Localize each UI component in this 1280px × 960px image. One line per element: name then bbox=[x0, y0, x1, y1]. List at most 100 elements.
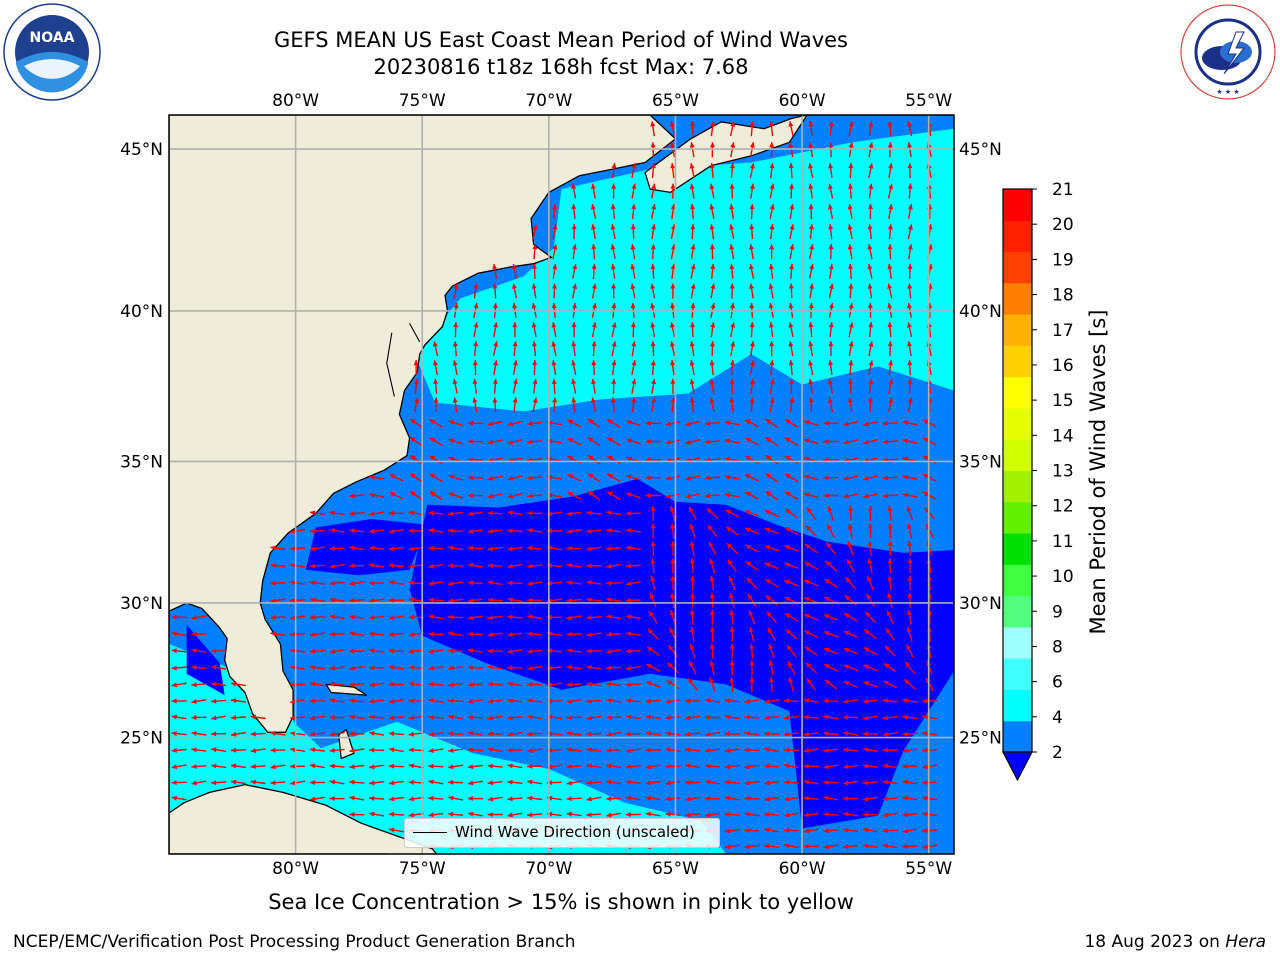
wind-arrow-head bbox=[408, 796, 414, 802]
legend-label: Wind Wave Direction (unscaled) bbox=[455, 823, 695, 841]
wind-arrow-head bbox=[867, 302, 873, 308]
wind-arrow-head bbox=[626, 474, 632, 480]
wind-arrow-head bbox=[448, 682, 454, 688]
wind-arrow-head bbox=[645, 475, 651, 481]
wind-arrow-head bbox=[571, 224, 577, 230]
wind-arrow-head bbox=[527, 439, 533, 445]
wind-arrow-head bbox=[309, 731, 316, 737]
wind-arrow-head bbox=[863, 698, 869, 704]
wind-arrow-head bbox=[388, 731, 395, 737]
wind-arrow-head bbox=[408, 715, 414, 721]
wind-arrow-head bbox=[843, 439, 849, 445]
wind-arrow-head bbox=[863, 647, 870, 653]
wind-arrow-head bbox=[607, 437, 613, 443]
wind-arrow-head bbox=[527, 563, 533, 569]
wind-arrow-head bbox=[428, 731, 434, 737]
wind-arrow-head bbox=[689, 378, 695, 385]
wind-arrow-head bbox=[651, 224, 656, 230]
wind-arrow-head bbox=[611, 302, 617, 309]
wind-arrow-head bbox=[689, 183, 695, 190]
wind-arrow-head bbox=[824, 664, 830, 669]
wind-arrow-head bbox=[448, 614, 454, 620]
wind-arrow-head bbox=[507, 763, 513, 769]
wind-arrow-head bbox=[803, 698, 810, 703]
wind-arrow-head bbox=[408, 731, 414, 737]
wind-arrow-head bbox=[329, 649, 336, 654]
wind-arrow-head bbox=[171, 614, 177, 620]
wind-arrow-head bbox=[650, 121, 656, 127]
wind-arrow-head bbox=[349, 631, 355, 637]
wind-arrow-head bbox=[388, 546, 395, 552]
wind-arrow-head bbox=[848, 183, 853, 189]
wind-arrow-head bbox=[922, 795, 928, 801]
wind-arrow-head bbox=[823, 811, 829, 817]
wind-arrow-head bbox=[389, 492, 396, 497]
wind-arrow-head bbox=[270, 580, 276, 586]
wind-arrow-head bbox=[492, 283, 498, 289]
wind-arrow-head bbox=[428, 528, 434, 533]
wind-arrow-head bbox=[749, 121, 755, 127]
lat-tick-left: 45°N bbox=[120, 140, 163, 160]
wind-arrow-head bbox=[567, 419, 574, 425]
wind-arrow-head bbox=[748, 610, 754, 616]
wind-arrow-head bbox=[724, 748, 731, 753]
wind-arrow-head bbox=[724, 844, 730, 850]
wind-arrow-head bbox=[749, 378, 755, 385]
wind-arrow-head bbox=[685, 493, 691, 499]
wind-arrow-head bbox=[349, 682, 355, 688]
wind-arrow-head bbox=[211, 715, 217, 721]
wind-arrow-head bbox=[429, 419, 436, 425]
wind-arrow-head bbox=[610, 244, 616, 250]
wind-arrow-head bbox=[626, 631, 632, 637]
wind-arrow-head bbox=[902, 812, 908, 818]
wind-arrow-head bbox=[710, 283, 716, 289]
map-legend: Wind Wave Direction (unscaled) bbox=[404, 818, 720, 848]
wind-arrow-head bbox=[848, 303, 854, 309]
wind-arrow-head bbox=[626, 438, 632, 444]
wind-arrow-head bbox=[902, 698, 908, 704]
wind-arrow-head bbox=[828, 322, 834, 328]
wind-arrow-head bbox=[744, 510, 751, 515]
wind-arrow-head bbox=[907, 322, 912, 328]
wind-arrow-head bbox=[788, 360, 794, 366]
wind-arrow-head bbox=[389, 528, 395, 534]
wind-arrow-head bbox=[670, 523, 676, 529]
wind-arrow-head bbox=[487, 528, 493, 534]
wind-arrow-head bbox=[745, 561, 752, 567]
wind-arrow-head bbox=[843, 681, 850, 686]
wind-arrow-head bbox=[290, 780, 296, 786]
wind-arrow-head bbox=[410, 419, 416, 424]
wind-arrow-head bbox=[902, 420, 908, 426]
wind-arrow-head bbox=[882, 763, 889, 769]
wind-arrow-head bbox=[468, 682, 474, 688]
wind-arrow-head bbox=[902, 748, 908, 753]
wind-arrow-head bbox=[710, 322, 716, 328]
wind-arrow-head bbox=[270, 747, 276, 753]
wind-arrow-head bbox=[611, 163, 617, 169]
wind-arrow-head bbox=[666, 680, 673, 686]
wind-arrow-head bbox=[744, 780, 750, 786]
wind-arrow-head bbox=[823, 828, 829, 834]
wind-arrow-head bbox=[689, 541, 695, 547]
wind-arrow-head bbox=[745, 438, 751, 443]
wind-arrow-head bbox=[329, 779, 336, 785]
wind-arrow-head bbox=[902, 779, 908, 785]
wind-arrow-head bbox=[665, 421, 671, 427]
wind-arrow-head bbox=[625, 563, 632, 569]
wind-arrow-head bbox=[808, 322, 814, 328]
wind-arrow-head bbox=[907, 397, 913, 403]
wind-arrow-head bbox=[591, 224, 596, 230]
lat-tick-left: 35°N bbox=[120, 452, 163, 472]
wind-arrow-head bbox=[862, 812, 868, 818]
wind-arrow-head bbox=[448, 511, 454, 517]
wind-arrow-head bbox=[828, 183, 833, 190]
wind-arrow-head bbox=[309, 665, 316, 670]
wind-arrow-head bbox=[448, 648, 454, 654]
wind-arrow-head bbox=[429, 437, 436, 443]
wind-arrow-head bbox=[843, 475, 849, 481]
wind-arrow-head bbox=[785, 437, 791, 443]
wind-arrow-head bbox=[349, 665, 355, 671]
wind-arrow-head bbox=[211, 780, 217, 786]
wind-arrow-head bbox=[428, 714, 434, 720]
wind-arrow-head bbox=[607, 419, 613, 425]
